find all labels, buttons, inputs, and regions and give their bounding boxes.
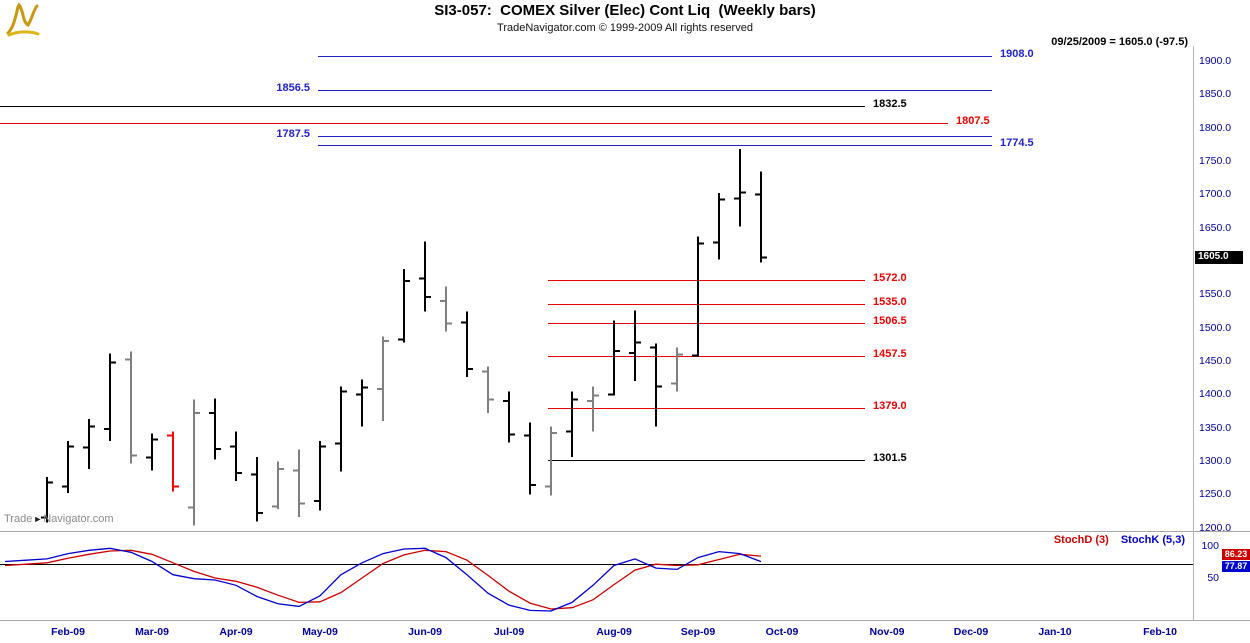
watermark-arrow-icon: ►	[33, 514, 43, 524]
watermark: Trade ► Navigator.com	[4, 513, 114, 525]
copyright-text: TradeNavigator.com © 1999-2009 All right…	[497, 22, 753, 34]
stochd-label[interactable]: StochD (3)	[1053, 534, 1109, 546]
chart-title: SI3-057: COMEX Silver (Elec) Cont Liq (W…	[434, 2, 816, 19]
stoch-axis-label-50: 50	[1207, 572, 1219, 584]
stoch-axis-label-100: 100	[1201, 540, 1219, 552]
indicator-legend: StochD (3) StochK (5,3)	[1054, 534, 1185, 546]
stochk-value-badge: 77.87	[1222, 561, 1250, 572]
last-price-badge: 1605.0	[1195, 250, 1243, 264]
quote-readout: 09/25/2009 = 1605.0 (-97.5)	[1051, 36, 1188, 48]
panel-divider-bottom	[0, 620, 1250, 621]
watermark-text-right: Navigator.com	[43, 513, 114, 525]
panel-divider	[0, 531, 1250, 532]
stochd-line	[4, 549, 762, 610]
stochd-value-badge: 86.23	[1222, 549, 1250, 560]
stochk-label[interactable]: StochK (5,3)	[1120, 534, 1185, 546]
watermark-text-left: Trade	[4, 513, 33, 525]
price-axis-divider	[1193, 46, 1194, 620]
stochk-line	[4, 547, 762, 612]
tradenavigator-logo-icon	[6, 1, 40, 37]
